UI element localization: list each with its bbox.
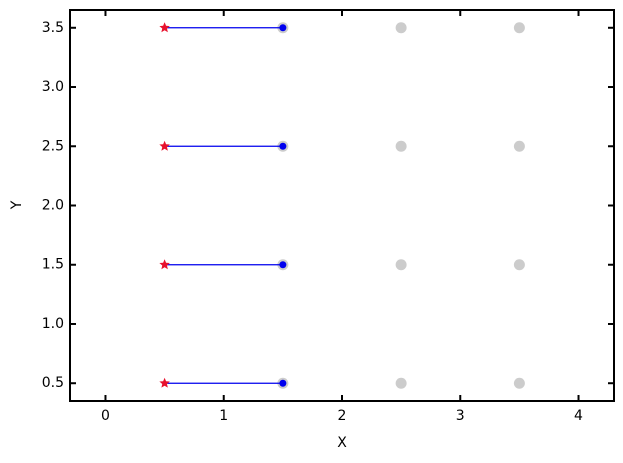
point (513, 259, 525, 271)
y-tick-label: 2.0 (42, 198, 64, 214)
point (279, 24, 287, 32)
x-tick-label: 3 (456, 408, 465, 424)
y-tick-label: 0.5 (42, 375, 64, 391)
point (279, 261, 287, 269)
x-tick-label: 0 (101, 408, 110, 424)
point (279, 379, 287, 387)
line (164, 27, 283, 384)
star-point (159, 22, 170, 33)
y-tick-label: 2.5 (42, 138, 64, 154)
point (279, 142, 287, 150)
y-tick-label: 1.0 (42, 316, 64, 332)
y-tick-label: 1.5 (42, 257, 64, 273)
point (395, 140, 407, 152)
x-tick-label: 1 (219, 408, 228, 424)
y-tick-label: 3.5 (42, 20, 64, 36)
point (395, 22, 407, 34)
point (513, 377, 525, 389)
point (395, 377, 407, 389)
point (513, 22, 525, 34)
star-point (159, 377, 170, 388)
star-point (159, 140, 170, 151)
y-tick-label: 3.0 (42, 79, 64, 95)
plot-frame (69, 9, 615, 402)
x-tick-label: 4 (574, 408, 583, 424)
point (395, 259, 407, 271)
point (513, 140, 525, 152)
star-point (159, 259, 170, 270)
x-tick-label: 2 (338, 408, 347, 424)
y-axis-label: Y (9, 200, 25, 210)
x-axis-label: X (337, 435, 347, 451)
